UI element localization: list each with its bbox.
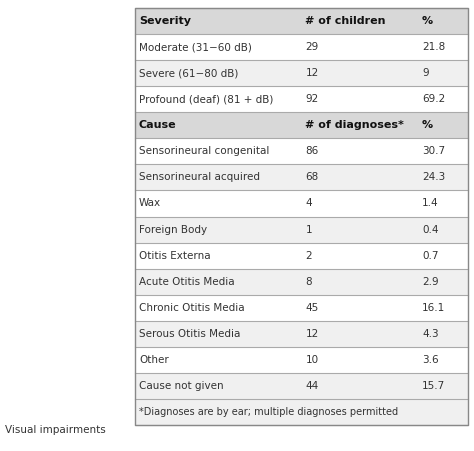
Text: Other: Other — [139, 355, 169, 365]
Text: 24.3: 24.3 — [422, 172, 445, 182]
Text: Serous Otitis Media: Serous Otitis Media — [139, 329, 240, 339]
Text: 2: 2 — [306, 251, 312, 261]
Text: 9: 9 — [422, 68, 428, 78]
Bar — [135, 164, 468, 190]
Text: 16.1: 16.1 — [422, 303, 445, 313]
Text: Acute Otitis Media: Acute Otitis Media — [139, 276, 235, 287]
Bar — [135, 8, 468, 34]
Text: Moderate (31−60 dB): Moderate (31−60 dB) — [139, 42, 252, 52]
Bar — [135, 373, 468, 399]
Text: 92: 92 — [306, 94, 319, 104]
Text: %: % — [422, 120, 433, 130]
Text: # of diagnoses*: # of diagnoses* — [306, 120, 404, 130]
Bar — [135, 112, 468, 138]
Text: Wax: Wax — [139, 198, 161, 208]
Text: # of children: # of children — [306, 16, 386, 26]
Text: 68: 68 — [306, 172, 319, 182]
Text: 8: 8 — [306, 276, 312, 287]
Bar — [135, 60, 468, 86]
Text: 0.7: 0.7 — [422, 251, 438, 261]
Text: Cause: Cause — [139, 120, 177, 130]
Bar — [135, 216, 468, 243]
Text: 12: 12 — [306, 329, 319, 339]
Text: 1: 1 — [306, 225, 312, 235]
Text: Cause not given: Cause not given — [139, 381, 224, 391]
Bar — [135, 321, 468, 347]
Text: 69.2: 69.2 — [422, 94, 445, 104]
Text: 15.7: 15.7 — [422, 381, 445, 391]
Text: 86: 86 — [306, 146, 319, 156]
Text: 30.7: 30.7 — [422, 146, 445, 156]
Text: 12: 12 — [306, 68, 319, 78]
Text: Profound (deaf) (81 + dB): Profound (deaf) (81 + dB) — [139, 94, 273, 104]
Text: 0.4: 0.4 — [422, 225, 438, 235]
Bar — [135, 269, 468, 295]
Text: 10: 10 — [306, 355, 319, 365]
Text: Otitis Externa: Otitis Externa — [139, 251, 210, 261]
Text: Sensorineural congenital: Sensorineural congenital — [139, 146, 269, 156]
Bar — [135, 8, 468, 425]
Text: 29: 29 — [306, 42, 319, 52]
Text: 21.8: 21.8 — [422, 42, 445, 52]
Text: Severe (61−80 dB): Severe (61−80 dB) — [139, 68, 238, 78]
Text: Visual impairments: Visual impairments — [5, 425, 106, 435]
Text: Chronic Otitis Media: Chronic Otitis Media — [139, 303, 245, 313]
Text: 4.3: 4.3 — [422, 329, 438, 339]
Text: 3.6: 3.6 — [422, 355, 438, 365]
Text: 1.4: 1.4 — [422, 198, 438, 208]
Text: %: % — [422, 16, 433, 26]
Text: Foreign Body: Foreign Body — [139, 225, 207, 235]
Text: Severity: Severity — [139, 16, 191, 26]
Bar — [135, 399, 468, 425]
Text: 4: 4 — [306, 198, 312, 208]
Text: 44: 44 — [306, 381, 319, 391]
Text: *Diagnoses are by ear; multiple diagnoses permitted: *Diagnoses are by ear; multiple diagnose… — [139, 407, 398, 417]
Text: 2.9: 2.9 — [422, 276, 438, 287]
Text: Sensorineural acquired: Sensorineural acquired — [139, 172, 260, 182]
Text: 45: 45 — [306, 303, 319, 313]
